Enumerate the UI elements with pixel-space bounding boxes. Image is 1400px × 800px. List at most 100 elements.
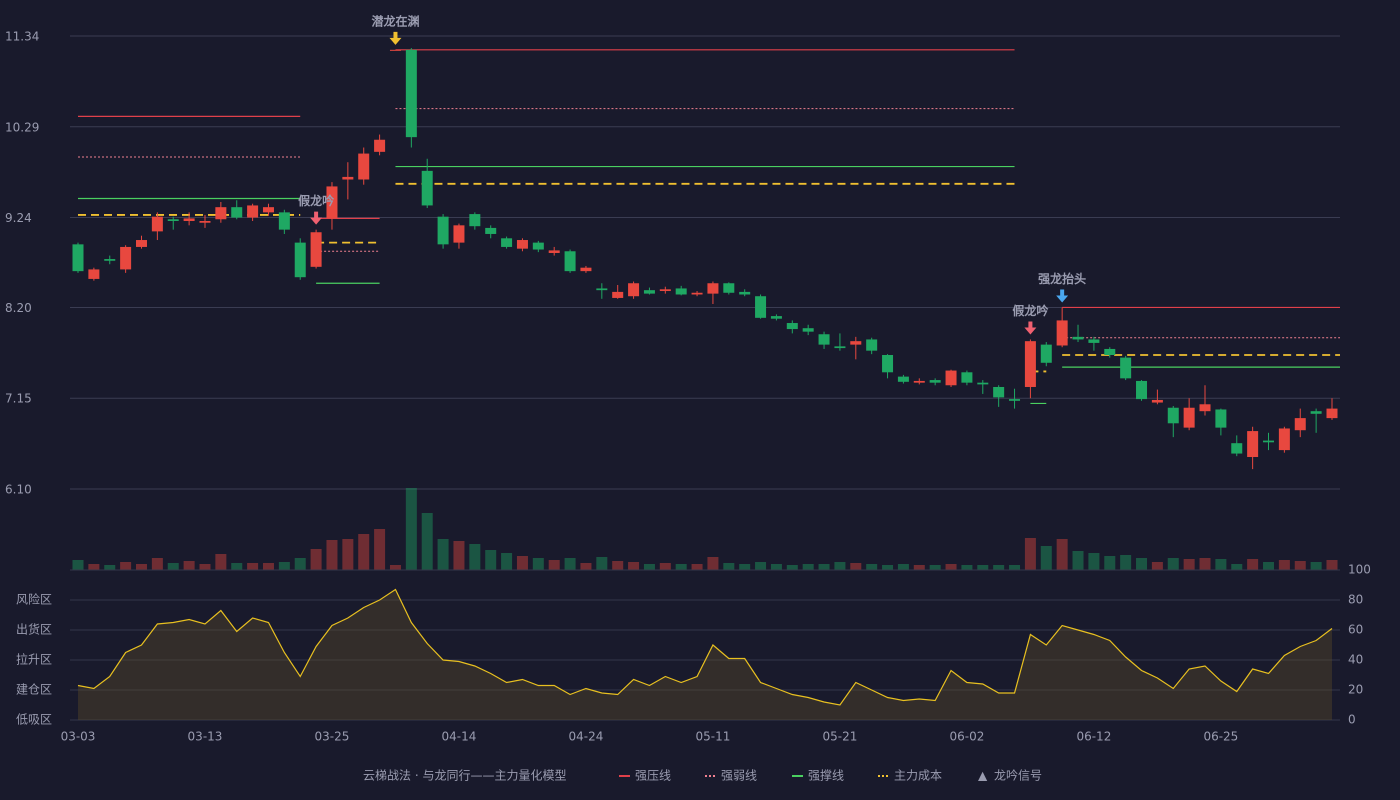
candle-body — [929, 380, 941, 383]
signal-label: 强龙抬头 — [1038, 271, 1086, 286]
candle-body — [1199, 404, 1211, 412]
candle-body — [643, 290, 655, 294]
volume-bar — [437, 539, 449, 570]
volume-bar — [469, 544, 481, 570]
zone-label: 建仓区 — [16, 683, 52, 697]
volume-bar — [929, 565, 941, 570]
candle-body — [739, 291, 751, 295]
candle-body — [818, 334, 830, 345]
candle-body — [1120, 357, 1132, 379]
volume-bar — [326, 540, 338, 570]
volume-bar — [739, 564, 751, 570]
volume-bar — [247, 563, 259, 570]
zone-label: 出货区 — [16, 622, 52, 637]
zone-label: 风险区 — [16, 592, 52, 607]
candle-body — [850, 341, 862, 345]
candle-body — [374, 139, 386, 152]
volume-bar — [961, 565, 973, 570]
candle-body — [151, 216, 163, 232]
candle-body — [215, 207, 227, 220]
volume-bar — [659, 563, 671, 570]
x-tick-label: 04-24 — [569, 730, 604, 744]
volume-bar — [596, 557, 608, 570]
candle-body — [659, 289, 671, 292]
volume-bar — [1294, 561, 1306, 570]
legend-label: 主力成本 — [894, 769, 942, 783]
volume-bar — [1040, 546, 1052, 570]
volume-bar — [199, 564, 211, 570]
candle-body — [183, 218, 195, 222]
y-tick-label: 8.20 — [5, 301, 32, 315]
volume-bar — [485, 550, 497, 570]
volume-bar — [310, 549, 322, 570]
volume-bar — [1088, 553, 1100, 570]
candle-body — [167, 219, 179, 222]
candle-body — [1231, 443, 1243, 454]
candle-body — [1151, 399, 1163, 403]
signal-arrow — [1056, 289, 1069, 303]
candle-body — [1009, 399, 1021, 401]
candle-body — [1072, 336, 1084, 340]
candle-body — [342, 176, 354, 180]
x-tick-label: 06-02 — [949, 730, 984, 744]
candle-body — [961, 372, 973, 383]
candle-body — [866, 339, 878, 351]
candle-body — [913, 380, 925, 383]
volume-bar — [104, 565, 116, 570]
legend-title: 云梯战法 · 与龙同行——主力量化模型 — [363, 769, 566, 783]
volume-bar — [231, 563, 243, 570]
volume-bar — [834, 562, 846, 570]
volume-bar — [612, 561, 624, 570]
candle-body — [516, 240, 528, 249]
indicator-area — [78, 589, 1332, 720]
candle-body — [628, 283, 640, 297]
candle-body — [897, 376, 909, 382]
candle-body — [770, 316, 782, 319]
volume-bar — [564, 558, 576, 570]
volume-bar — [1151, 562, 1163, 570]
volume-bar — [183, 561, 195, 570]
volume-bar — [913, 565, 925, 570]
legend-label: 龙吟信号 — [994, 768, 1042, 783]
candle-body — [294, 242, 306, 278]
candle-body — [405, 49, 417, 138]
candle-body — [421, 170, 433, 206]
volume-bar — [1009, 565, 1021, 570]
candle-body — [945, 370, 957, 386]
indicator-tick-label: 80 — [1348, 593, 1363, 607]
signal-label: 假龙吟 — [298, 193, 334, 208]
volume-bar — [72, 560, 84, 570]
volume-bar — [1199, 558, 1211, 570]
candle-body — [501, 238, 513, 247]
volume-bar — [1215, 559, 1227, 570]
candle-body — [691, 292, 703, 295]
volume-bar — [707, 557, 719, 570]
candle-body — [675, 288, 687, 295]
candle-body — [453, 225, 465, 243]
volume-bar — [882, 565, 894, 570]
candle-body — [1278, 428, 1290, 451]
candle-body — [1263, 440, 1275, 443]
x-tick-label: 03-25 — [315, 730, 350, 744]
candle-body — [120, 246, 132, 270]
volume-bar — [135, 564, 147, 570]
signal-label: 假龙吟 — [1012, 303, 1048, 318]
candle-body — [1088, 339, 1100, 343]
candle-body — [135, 240, 147, 247]
volume-bar — [628, 562, 640, 570]
candle-body — [72, 244, 84, 272]
x-tick-label: 05-11 — [695, 730, 730, 744]
candle-body — [358, 153, 370, 180]
candle-body — [1247, 431, 1259, 458]
signal-label: 潜龙在渊 — [371, 13, 419, 28]
x-tick-label: 06-25 — [1203, 730, 1238, 744]
candle-body — [532, 242, 544, 250]
candle-body — [389, 49, 401, 51]
volume-bar — [342, 539, 354, 570]
candle-body — [278, 212, 290, 230]
candle-body — [723, 283, 735, 293]
candle-body — [1310, 411, 1322, 414]
x-tick-label: 06-12 — [1076, 730, 1111, 744]
candle-body — [977, 382, 989, 385]
